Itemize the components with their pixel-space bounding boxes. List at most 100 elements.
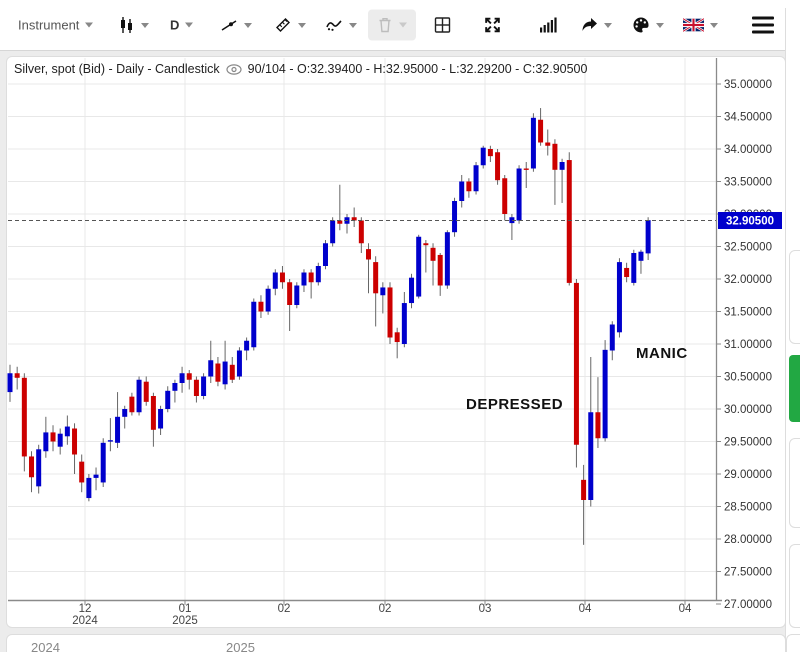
candle-body-down <box>552 143 558 170</box>
candle-body-down <box>79 461 85 483</box>
candle-body-up <box>631 253 637 283</box>
candle-body-up <box>638 251 644 261</box>
buy-button-partial[interactable] <box>789 355 800 422</box>
chart-title: Silver, spot (Bid) - Daily - Candlestick… <box>14 62 587 76</box>
ruler-icon <box>276 18 290 32</box>
candle-body-down <box>366 249 371 260</box>
chevron-down-icon <box>710 22 718 28</box>
candle-body-up <box>322 243 328 266</box>
candle-body-up <box>516 168 522 221</box>
candle-body-up <box>602 349 608 439</box>
volume-button[interactable] <box>539 17 558 34</box>
candle-body-down <box>186 373 192 380</box>
candle-body-up <box>136 379 142 413</box>
candle-body-up <box>115 416 121 443</box>
candle-body-down <box>595 412 601 439</box>
candle-body-up <box>179 373 185 383</box>
menu-button[interactable] <box>752 16 774 34</box>
candle-body-up <box>93 474 99 478</box>
candle-body-up <box>509 217 515 224</box>
candle-body-up <box>7 373 13 393</box>
navigator-panel[interactable]: 2024 2025 <box>6 634 786 652</box>
candlestick-icon <box>121 17 132 33</box>
candle-body-down <box>143 381 149 402</box>
candle-body-up <box>172 383 178 391</box>
uk-flag-icon <box>683 18 704 32</box>
trendline-icon <box>221 20 237 31</box>
candle-body-up <box>244 340 250 351</box>
price-tick-label: 31.00000 <box>724 339 772 351</box>
candle-body-up <box>452 201 458 233</box>
candle-body-down <box>387 287 393 338</box>
hamburger-icon <box>752 30 774 34</box>
candle-body-up <box>165 390 171 409</box>
candle-body-up <box>107 440 113 442</box>
candle-body-down <box>358 220 364 244</box>
candle-body-up <box>64 426 70 437</box>
date-year-label: 2024 <box>72 615 98 627</box>
trash-icon <box>379 18 391 33</box>
hamburger-icon <box>752 16 774 20</box>
annotation-depressed: DEPRESSED <box>466 396 563 413</box>
candle-body-down <box>308 272 314 283</box>
chevron-down-icon <box>399 22 407 28</box>
candle-body-up <box>409 277 415 304</box>
candle-body-down <box>373 262 379 294</box>
chevron-down-icon <box>298 22 306 28</box>
candle-body-up <box>380 287 386 296</box>
price-tick-label: 30.00000 <box>724 404 772 416</box>
share-dropdown[interactable] <box>580 17 612 33</box>
candle-body-up <box>208 360 214 377</box>
candle-body-up <box>251 301 257 348</box>
candle-body-up <box>100 442 106 483</box>
candle-body-up <box>36 449 42 487</box>
measure-tool-dropdown[interactable] <box>274 16 306 34</box>
fullscreen-button[interactable] <box>483 16 502 35</box>
language-dropdown[interactable] <box>683 18 718 32</box>
indicators-dropdown[interactable] <box>325 16 357 34</box>
grid-settings-button[interactable] <box>433 16 452 35</box>
price-tick-label: 27.50000 <box>724 567 772 579</box>
date-tick-label: 01 <box>179 603 192 615</box>
chevron-down-icon <box>185 22 194 28</box>
indicator-icon <box>326 20 342 31</box>
price-tick-label: 28.00000 <box>724 534 772 546</box>
candle-body-down <box>502 178 508 214</box>
price-tick-label: 32.00000 <box>724 274 772 286</box>
instrument-dropdown-label: Instrument <box>18 17 80 33</box>
candle-body-down <box>495 152 501 181</box>
candle-body-down <box>581 479 587 500</box>
delete-drawings-button <box>368 9 416 41</box>
candle-body-up <box>459 181 465 201</box>
candle-body-up <box>272 272 278 289</box>
instrument-dropdown[interactable]: Instrument <box>18 17 94 33</box>
current-price-badge <box>718 212 782 229</box>
candle-body-up <box>559 162 565 170</box>
timeframe-dropdown[interactable]: D <box>170 18 194 33</box>
instrument-series-label: Silver, spot (Bid) - Daily - Candlestick <box>14 62 220 76</box>
palette-icon <box>633 17 649 33</box>
chart-type-dropdown[interactable] <box>118 16 149 34</box>
navigator-year-label: 2024 <box>31 640 60 652</box>
hamburger-icon <box>752 23 774 27</box>
chevron-down-icon <box>141 22 149 28</box>
price-tick-label: 30.50000 <box>724 372 772 384</box>
candle-body-up <box>480 147 486 166</box>
grid-crosshair-icon <box>434 17 451 33</box>
candle-body-up <box>444 232 450 286</box>
candle-body-down <box>14 373 20 378</box>
candle-body-up <box>609 324 615 351</box>
side-panel-cut <box>785 8 800 648</box>
expand-icon <box>485 17 500 33</box>
candle-body-down <box>72 428 78 455</box>
candle-body-down <box>21 377 27 457</box>
candle-body-up <box>86 477 92 499</box>
candle-body-down <box>150 396 156 430</box>
price-tick-label: 32.50000 <box>724 242 772 254</box>
visibility-eye-icon[interactable] <box>226 63 242 75</box>
trendline-tool-dropdown[interactable] <box>220 16 252 34</box>
theme-dropdown[interactable] <box>632 16 664 34</box>
candle-body-up <box>330 220 336 244</box>
chevron-down-icon <box>656 22 664 28</box>
